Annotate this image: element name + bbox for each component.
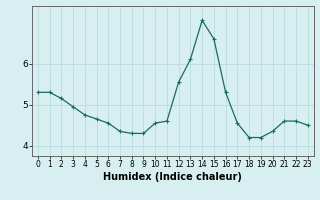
X-axis label: Humidex (Indice chaleur): Humidex (Indice chaleur) [103,172,242,182]
